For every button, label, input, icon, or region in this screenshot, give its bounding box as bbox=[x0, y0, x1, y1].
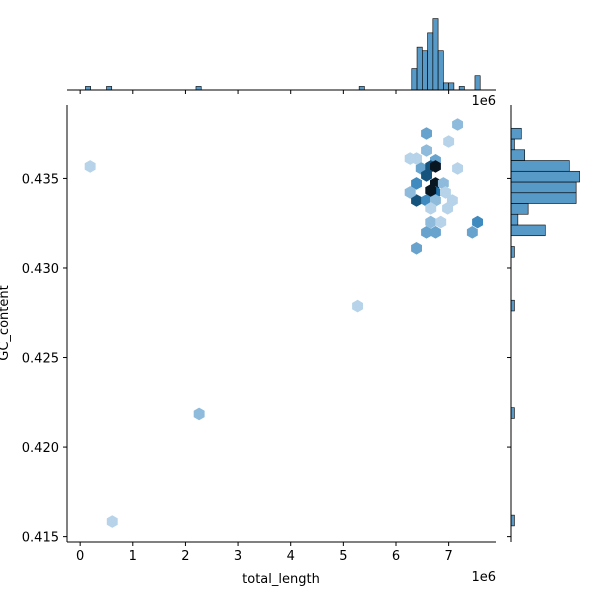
y-tick-label: 0.430 bbox=[22, 262, 59, 277]
hexbin-cell bbox=[425, 202, 437, 215]
hexbin-cell bbox=[435, 215, 447, 229]
top-hist-bar bbox=[422, 50, 428, 91]
hexbin-cell bbox=[421, 144, 432, 157]
top-hist-bar bbox=[427, 32, 434, 91]
top-hist-bar bbox=[443, 82, 449, 91]
hexbin-cell bbox=[411, 242, 422, 255]
top-hist-bar bbox=[195, 86, 202, 91]
x-tick-label: 1 bbox=[129, 549, 137, 564]
hexbin-cell bbox=[430, 226, 441, 239]
right-hist-bar bbox=[510, 127, 522, 140]
hexbin-cell bbox=[425, 215, 437, 229]
hexbin-cell bbox=[440, 186, 451, 199]
x-tick-label: 0 bbox=[76, 549, 84, 564]
y-tick-label: 0.415 bbox=[22, 531, 59, 546]
top-hist-bar bbox=[432, 18, 439, 91]
hexbin-cell bbox=[452, 162, 463, 175]
x-tick-label: 7 bbox=[444, 549, 452, 564]
top-hist-bar bbox=[85, 86, 91, 91]
x-tick-label: 5 bbox=[339, 549, 347, 564]
y-tick-label: 0.435 bbox=[22, 172, 59, 187]
right-hist-bar bbox=[510, 299, 515, 312]
hexbin-cell bbox=[106, 515, 118, 528]
hexbin-cell bbox=[411, 194, 422, 207]
y-tick-label: 0.425 bbox=[22, 352, 59, 367]
top-hist-bar bbox=[474, 75, 481, 91]
right-hist-bar bbox=[510, 213, 519, 226]
right-hist-bar bbox=[510, 203, 529, 215]
y-axis-label: GC_content bbox=[0, 285, 12, 360]
right-hist-bar bbox=[510, 181, 577, 194]
hexbin-cell bbox=[472, 215, 483, 229]
top-hist-bar bbox=[411, 68, 418, 91]
right-hist-bar bbox=[510, 160, 570, 172]
hexbin-cell bbox=[466, 226, 478, 239]
hexbin-cell bbox=[443, 135, 455, 148]
top-hist-bar bbox=[437, 50, 444, 91]
hexbin-cell bbox=[421, 127, 432, 140]
x-tick-label: 3 bbox=[234, 549, 242, 564]
hexbin-cell bbox=[430, 160, 441, 173]
right-hist-bar bbox=[510, 192, 577, 204]
right-hist-bar bbox=[510, 138, 515, 151]
top-hist-bar bbox=[458, 86, 465, 91]
y-tick-label: 0.420 bbox=[22, 441, 59, 456]
x-axis-label: total_length bbox=[242, 572, 320, 587]
hexbin-cell bbox=[442, 202, 453, 215]
hexbin-cell bbox=[425, 184, 437, 197]
hexbin-cell bbox=[421, 226, 432, 239]
x-offset-label: 1e6 bbox=[471, 570, 496, 585]
top-offset-label: 1e6 bbox=[471, 94, 496, 109]
right-hist-bar bbox=[510, 149, 526, 161]
right-hist-bar bbox=[510, 170, 580, 183]
top-hist-bar bbox=[448, 82, 455, 91]
x-tick-label: 6 bbox=[392, 549, 400, 564]
right-hist-bar bbox=[510, 407, 515, 419]
hexbin-cell bbox=[404, 152, 416, 165]
right-hist-bar bbox=[510, 246, 515, 258]
hexbin-cell bbox=[411, 177, 422, 190]
hexbin-cell bbox=[421, 169, 432, 182]
x-tick-label: 4 bbox=[287, 549, 295, 564]
hexbin-cell bbox=[193, 407, 205, 421]
top-hist-bar bbox=[358, 86, 365, 91]
hexbin-cell bbox=[404, 186, 416, 199]
right-hist-bar bbox=[510, 514, 515, 527]
right-hist-bar bbox=[510, 224, 546, 237]
hexbin-cell bbox=[84, 160, 96, 173]
hexbin-cell bbox=[352, 299, 363, 313]
top-hist-bar bbox=[106, 86, 113, 91]
top-hist-bar bbox=[416, 46, 423, 91]
x-tick-label: 2 bbox=[181, 549, 189, 564]
hexbin-cell bbox=[452, 118, 463, 131]
